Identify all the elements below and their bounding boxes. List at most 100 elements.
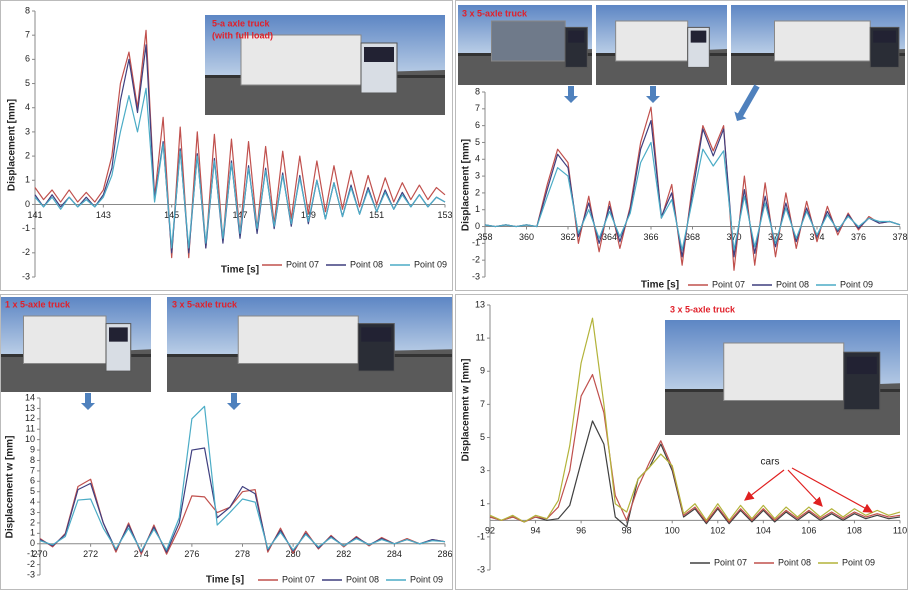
photo	[596, 5, 727, 85]
y-tick-label: 8	[30, 455, 35, 465]
y-tick-label: -3	[477, 564, 485, 574]
y-tick-label: 9	[30, 444, 35, 454]
y-tick-label: 3	[475, 170, 480, 180]
x-tick-label: 147	[232, 210, 247, 220]
x-tick-label: 92	[485, 526, 495, 536]
x-tick-label: 96	[576, 526, 586, 536]
truck-window	[568, 31, 584, 43]
x-tick-label: 372	[768, 232, 783, 242]
y-axis-label: Displacement [mm]	[461, 139, 472, 231]
y-tick-label: 2	[25, 150, 30, 160]
photo-caption: 3 x 5-axle truck	[462, 8, 528, 18]
x-tick-label: 358	[477, 232, 492, 242]
y-tick-label: -1	[22, 223, 30, 233]
annotation: cars	[761, 457, 780, 468]
y-tick-label: 0	[25, 199, 30, 209]
truck-window	[109, 327, 128, 341]
pointer-arrow	[646, 86, 660, 103]
legend-label: Point 09	[414, 259, 447, 269]
photo-caption: 3 x 5-axle truck	[670, 304, 736, 314]
y-tick-label: 8	[25, 5, 30, 15]
y-tick-label: 1	[475, 204, 480, 214]
photo-caption: (with full load)	[212, 30, 273, 40]
y-tick-label: 6	[30, 476, 35, 486]
x-tick-label: 106	[801, 526, 816, 536]
y-tick-label: 13	[25, 403, 35, 413]
legend-label: Point 08	[346, 574, 379, 584]
x-tick-label: 362	[560, 232, 575, 242]
x-tick-label: 100	[665, 526, 680, 536]
legend-label: Point 09	[842, 557, 875, 567]
y-tick-label: 9	[480, 366, 485, 376]
y-tick-label: -3	[472, 271, 480, 281]
legend-label: Point 07	[286, 259, 319, 269]
y-tick-label: 4	[30, 496, 35, 506]
y-tick-label: 1	[25, 175, 30, 185]
x-tick-label: 368	[685, 232, 700, 242]
x-tick-label: 286	[437, 549, 452, 559]
truck-trailer	[24, 316, 107, 364]
data-line	[40, 448, 445, 552]
photo	[1, 297, 151, 392]
truck-trailer	[241, 35, 361, 85]
pointer-arrow	[81, 393, 95, 410]
y-tick-label: 8	[475, 86, 480, 96]
truck-trailer	[616, 21, 688, 61]
truck-trailer	[238, 316, 358, 364]
legend-label: Point 08	[776, 279, 809, 289]
x-tick-label: 141	[27, 210, 42, 220]
pointer-arrow	[227, 393, 241, 410]
y-tick-label: 5	[30, 486, 35, 496]
y-tick-label: 7	[25, 30, 30, 40]
x-axis-label: Time [s]	[221, 265, 259, 276]
y-tick-label: 0	[30, 538, 35, 548]
x-tick-label: 278	[235, 549, 250, 559]
y-tick-label: 11	[26, 424, 35, 434]
x-axis-label: Time [s]	[641, 280, 679, 291]
y-tick-label: 1	[480, 498, 485, 508]
y-tick-label: 6	[475, 120, 480, 130]
x-tick-label: 284	[387, 549, 402, 559]
y-tick-label: 4	[25, 102, 30, 112]
x-tick-label: 145	[164, 210, 179, 220]
photo-caption: 3 x 5-axle truck	[172, 299, 238, 309]
legend-label: Point 08	[350, 259, 383, 269]
truck-trailer	[492, 21, 566, 61]
pointer-arrow	[734, 85, 759, 121]
y-tick-label: 5	[475, 137, 480, 147]
annotation-arrow	[792, 468, 872, 512]
x-tick-label: 364	[602, 232, 617, 242]
truck-window	[873, 31, 896, 43]
y-tick-label: -3	[22, 271, 30, 281]
legend-label: Point 07	[282, 574, 315, 584]
y-tick-label: 1	[30, 528, 35, 538]
y-tick-label: -2	[22, 247, 30, 257]
legend-label: Point 09	[410, 574, 443, 584]
truck-window	[847, 357, 877, 374]
y-tick-label: 12	[25, 413, 35, 423]
photo	[167, 297, 452, 392]
y-tick-label: 7	[30, 465, 35, 475]
y-tick-label: -2	[27, 559, 35, 569]
data-line	[40, 406, 445, 551]
y-tick-label: 13	[475, 299, 485, 309]
truck-trailer	[775, 21, 871, 61]
y-tick-label: -1	[477, 531, 485, 541]
x-tick-label: 102	[710, 526, 725, 536]
y-tick-label: 2	[30, 517, 35, 527]
x-tick-label: 94	[531, 526, 541, 536]
legend-label: Point 08	[778, 557, 811, 567]
y-tick-label: 2	[475, 187, 480, 197]
photo-caption: 5-a axle truck	[212, 18, 271, 28]
y-tick-label: 7	[480, 399, 485, 409]
x-tick-label: 366	[643, 232, 658, 242]
x-tick-label: 282	[336, 549, 351, 559]
y-tick-label: 7	[475, 103, 480, 113]
y-tick-label: 3	[25, 126, 30, 136]
x-tick-label: 378	[892, 232, 907, 242]
legend-label: Point 07	[714, 557, 747, 567]
truck-trailer	[724, 343, 844, 401]
x-tick-label: 370	[726, 232, 741, 242]
photo-caption: 1 x 5-axle truck	[5, 299, 71, 309]
truck-window	[364, 47, 394, 62]
